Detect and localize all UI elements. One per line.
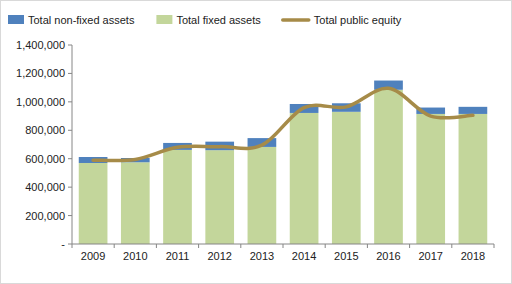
- x-tick: [198, 244, 199, 248]
- bar: [163, 150, 192, 244]
- bar: [416, 114, 445, 244]
- legend-swatch: [283, 18, 309, 22]
- x-tick: [451, 244, 452, 248]
- chart: - 200,000 400,000 600,000 800,000 1,000,000 1,…: [0, 0, 512, 284]
- legend-label: Total public equity: [314, 14, 402, 26]
- x-tick-label: 2015: [334, 250, 358, 262]
- x-tick: [156, 244, 157, 248]
- x-tick: [367, 244, 368, 248]
- x-tick-label: 2012: [207, 250, 231, 262]
- y-tick-label: -: [61, 238, 65, 250]
- y-tick: [68, 244, 72, 245]
- y-tick-label: 600,000: [25, 153, 65, 165]
- y-tick-label: 1,000,000: [16, 96, 65, 108]
- legend-label: Total non-fixed assets: [28, 14, 135, 26]
- x-tick: [283, 244, 284, 248]
- x-tick-label: 2010: [123, 250, 147, 262]
- y-tick-label: 800,000: [25, 124, 65, 136]
- x-tick: [240, 244, 241, 248]
- x-tick-label: 2014: [292, 250, 316, 262]
- legend-label: Total fixed assets: [176, 14, 261, 26]
- bar: [79, 163, 108, 244]
- x-tick: [325, 244, 326, 248]
- bar: [374, 90, 403, 244]
- x-tick: [409, 244, 410, 248]
- x-tick-label: 2017: [418, 250, 442, 262]
- x-tick-label: 2018: [461, 250, 485, 262]
- bar: [248, 147, 277, 244]
- y-tick: [68, 215, 72, 216]
- y-tick-label: 1,400,000: [16, 39, 65, 51]
- y-tick-label: 200,000: [25, 210, 65, 222]
- plot-marks: [79, 81, 487, 244]
- y-tick: [68, 158, 72, 159]
- bar: [332, 112, 361, 244]
- y-tick-label: 1,200,000: [16, 67, 65, 79]
- x-tick: [114, 244, 115, 248]
- y-axis-line: [72, 45, 73, 244]
- y-tick: [68, 187, 72, 188]
- chart-frame: [1, 1, 512, 284]
- bar: [121, 162, 150, 244]
- bar: [459, 114, 488, 244]
- x-tick-label: 2011: [166, 250, 190, 262]
- bar: [290, 113, 319, 244]
- x-tick-label: 2016: [376, 250, 400, 262]
- line: [93, 88, 473, 160]
- y-tick: [68, 73, 72, 74]
- legend-swatch: [8, 15, 24, 24]
- legend-swatch: [156, 15, 172, 24]
- y-tick-label: 400,000: [25, 181, 65, 193]
- bar: [205, 150, 234, 244]
- x-tick-label: 2009: [81, 250, 105, 262]
- x-tick-label: 2013: [250, 250, 274, 262]
- bar: [459, 107, 488, 114]
- x-tick: [72, 244, 73, 248]
- y-tick: [68, 130, 72, 131]
- x-tick: [494, 244, 495, 248]
- y-tick: [68, 101, 72, 102]
- y-tick: [68, 45, 72, 46]
